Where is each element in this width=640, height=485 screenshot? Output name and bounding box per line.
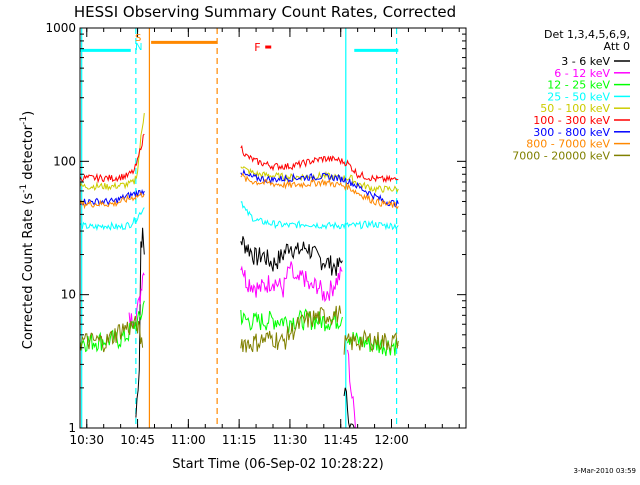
x-tick-label: 11:00 (171, 433, 206, 447)
plot-area: 1 10 100 1000 10:30 10:45 11:00 11:15 11:30 11:45… (45, 21, 467, 447)
y-tick-label: 1000 (45, 21, 76, 35)
legend-entry-label: 25 - 50 keV (547, 90, 610, 103)
y-axis-label-superscript: -1 (19, 116, 29, 125)
chart-title: HESSI Observing Summary Count Rates, Cor… (74, 3, 456, 21)
legend-entry-label: 800 - 7000 keV (526, 138, 610, 151)
x-tick-label: 12:00 (374, 433, 409, 447)
legend-attenuator-label: Att 0 (604, 40, 630, 53)
series-line (80, 191, 145, 210)
f-marker-label: F (254, 41, 260, 54)
y-tick-label: 100 (53, 154, 76, 168)
n-marker-label: N (135, 42, 142, 53)
series-line (80, 133, 145, 184)
series-line (343, 387, 355, 428)
series-line (80, 113, 145, 192)
series-line (347, 332, 399, 357)
series-line (240, 236, 343, 276)
series-line (80, 207, 145, 232)
x-tick-label: 10:45 (120, 433, 155, 447)
series-line (240, 172, 399, 210)
y-axis-label-superscript: -1 (19, 184, 29, 193)
x-tick-label: 10:30 (69, 433, 104, 447)
x-axis-label: Start Time (06-Sep-02 10:28:22) (172, 457, 383, 472)
series-line (128, 272, 145, 328)
series-line (135, 227, 145, 418)
series-group (80, 113, 399, 428)
x-tick-label: 11:45 (323, 433, 358, 447)
plot-frame (79, 27, 467, 429)
legend-entry-label: 3 - 6 keV (561, 55, 610, 68)
legend-entry-label: 12 - 25 keV (547, 79, 610, 92)
series-line (240, 201, 399, 231)
series-line (240, 166, 399, 194)
legend-entry-label: 6 - 12 keV (554, 67, 610, 80)
legend-entry-label: 100 - 300 keV (533, 114, 610, 127)
x-tick-label: 11:15 (222, 433, 257, 447)
series-line (347, 349, 358, 428)
series-line (80, 315, 144, 353)
y-axis-label: Corrected Count Rate (s-1 detector-1) (19, 111, 36, 349)
series-line (240, 305, 342, 353)
y-tick-label: 10 (61, 288, 76, 302)
legend-entry-label: 50 - 100 keV (540, 102, 610, 115)
legend-detector-header: Det 1,3,4,5,6,9, (544, 28, 630, 41)
series-line (240, 261, 343, 303)
y-axis-label-part: Corrected Count Rate (s (21, 193, 36, 350)
x-tick-label: 11:30 (273, 433, 308, 447)
y-tick-label: 1 (68, 421, 76, 435)
series-line (343, 329, 399, 355)
y-axis-label-part: ) (21, 111, 36, 116)
legend-entry-label: 7000 - 20000 keV (512, 149, 610, 162)
footer-timestamp: 3-Mar-2010 03:59 (574, 467, 636, 475)
series-line (80, 188, 145, 207)
s-marker-label: S (135, 33, 141, 44)
y-axis-label-part: detector (21, 124, 36, 184)
legend-entry-label: 300 - 800 keV (533, 126, 610, 139)
series-line (240, 144, 399, 184)
